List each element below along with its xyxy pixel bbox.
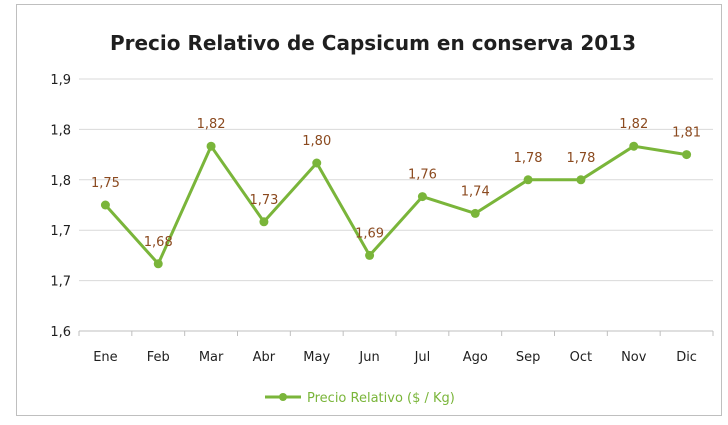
y-tick-label: 1,6: [50, 325, 71, 340]
series-line: [104, 144, 687, 266]
legend-point-marker: [279, 393, 287, 401]
chart-title: Precio Relativo de Capsicum en conserva …: [110, 31, 636, 55]
y-tick-label: 1,8: [50, 174, 71, 189]
data-point: [365, 250, 375, 260]
data-point: [100, 200, 110, 210]
data-label: 1,75: [91, 176, 120, 191]
data-label: 1,81: [672, 126, 701, 141]
x-tick-label: Ago: [463, 350, 488, 365]
data-label: 1,78: [514, 151, 543, 166]
chart-frame: Precio Relativo de Capsicum en conserva …: [16, 4, 722, 416]
data-label: 1,82: [619, 117, 648, 132]
x-tick-label: Jun: [358, 350, 379, 365]
data-point: [576, 175, 586, 185]
data-label: 1,74: [461, 184, 490, 199]
grid-layer: [79, 78, 713, 282]
data-point: [682, 150, 692, 160]
data-point: [153, 259, 163, 269]
x-tick-label: Dic: [676, 350, 697, 365]
axis-layer: 1,9 1,8 1,8 1,7 1,7 1,6 Ene Feb Mar Abr May Jun Jul A…: [50, 73, 714, 365]
x-tick-label: Ene: [93, 350, 117, 365]
data-point: [312, 158, 322, 168]
data-point: [470, 208, 480, 218]
y-tick-label: 1,8: [50, 123, 71, 138]
data-point: [259, 217, 269, 227]
x-tick-label: Oct: [570, 350, 592, 365]
data-label-layer: 1,75 1,68 1,82 1,73 1,80 1,69 1,76 1,74 1,78 1,78…: [91, 117, 701, 250]
data-point: [629, 141, 639, 151]
legend: Precio Relativo ($ / Kg): [265, 391, 455, 406]
line-chart: Precio Relativo de Capsicum en conserva …: [50, 31, 714, 406]
y-tick-label: 1,9: [50, 73, 71, 88]
x-tick-label: Feb: [147, 350, 170, 365]
legend-label: Precio Relativo ($ / Kg): [307, 391, 455, 406]
data-label: 1,68: [144, 235, 173, 250]
data-label: 1,73: [249, 193, 278, 208]
x-tick-label: Mar: [199, 350, 224, 365]
x-tick-label: Sep: [516, 350, 541, 365]
data-label: 1,76: [408, 168, 437, 183]
x-tick-label: Abr: [253, 350, 276, 365]
data-point: [523, 175, 533, 185]
data-label: 1,82: [197, 117, 226, 132]
y-tick-label: 1,7: [50, 275, 71, 290]
series-layer: [100, 141, 692, 269]
x-tick-label: May: [303, 350, 330, 365]
data-point: [206, 141, 216, 151]
data-label: 1,78: [566, 151, 595, 166]
x-tick-label: Jul: [414, 350, 431, 365]
x-tick-label: Nov: [621, 350, 647, 365]
data-label: 1,69: [355, 226, 384, 241]
data-label: 1,80: [302, 134, 331, 149]
data-point: [417, 192, 427, 202]
y-tick-label: 1,7: [50, 224, 71, 239]
